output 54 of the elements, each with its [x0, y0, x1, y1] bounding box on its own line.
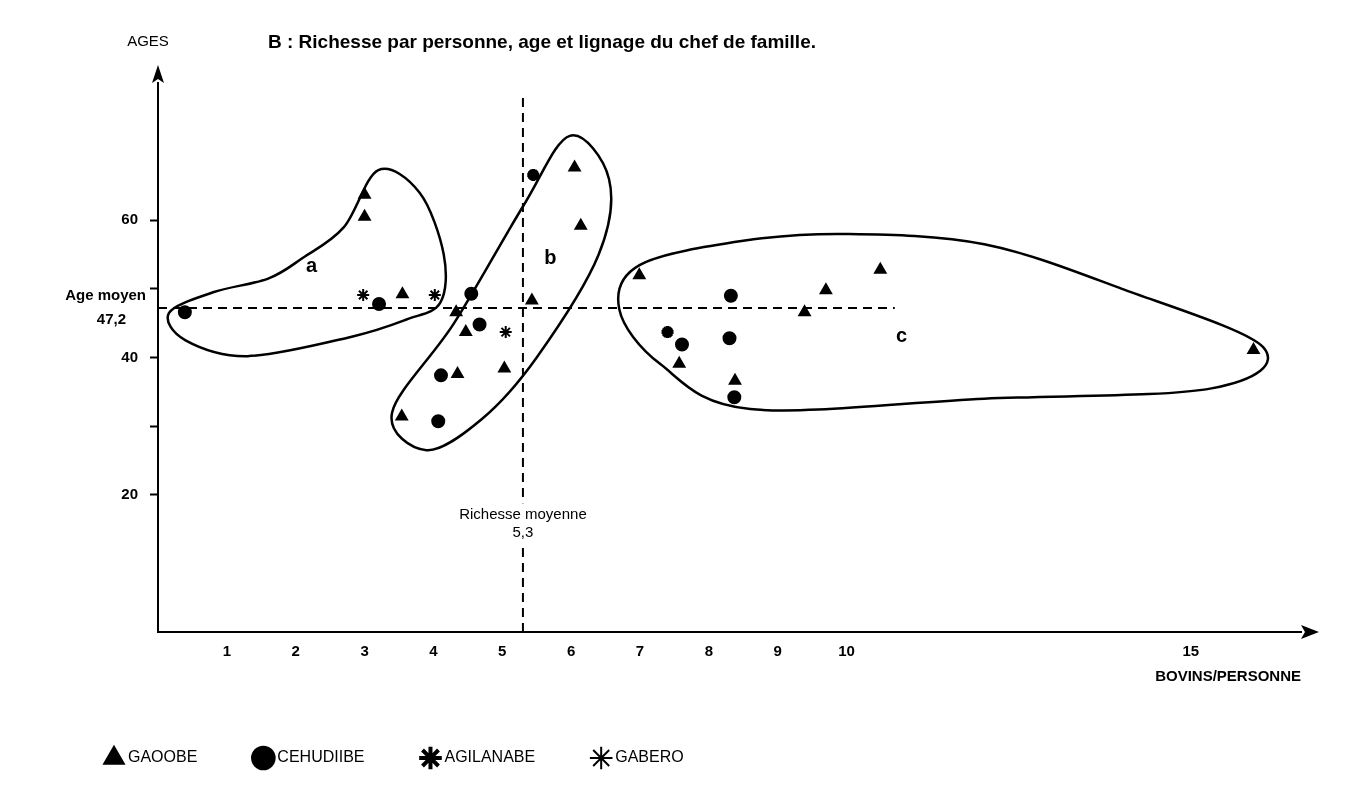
x-tick-label: 6	[566, 642, 576, 660]
point	[498, 325, 513, 340]
y-axis-title: AGES	[127, 31, 169, 49]
point	[395, 409, 408, 421]
x-tick-label: 8	[704, 642, 714, 660]
point	[372, 296, 387, 311]
point	[633, 268, 646, 280]
x-tick-label: 10	[838, 642, 855, 660]
y-tick-label: 40	[121, 347, 138, 365]
x-tick-label: 1	[222, 642, 232, 660]
annotation: c	[896, 324, 908, 347]
point	[472, 317, 487, 332]
point	[874, 262, 887, 274]
legend-label: GABERO	[615, 748, 684, 766]
y-tick-label: 20	[121, 484, 138, 502]
point	[727, 390, 742, 405]
y-tick-label: 60	[121, 210, 138, 228]
x-axis-title: BOVINS/PERSONNE	[1155, 667, 1301, 685]
point	[431, 414, 446, 429]
point	[574, 218, 587, 230]
legend-label: AGILANABE	[444, 748, 536, 766]
point	[525, 293, 539, 305]
point	[427, 288, 442, 303]
point	[673, 356, 686, 368]
x-tick-label: 4	[429, 642, 439, 660]
point	[568, 160, 581, 172]
point	[451, 366, 464, 378]
x-tick-label: 9	[773, 642, 782, 660]
point	[798, 305, 811, 317]
point	[674, 337, 689, 352]
x-tick-label: 3	[360, 642, 369, 660]
point	[459, 325, 472, 337]
point	[358, 209, 371, 221]
chart-title: B : Richesse par personne, age et lignage du chef de famille.	[268, 31, 816, 53]
point	[396, 287, 409, 299]
point	[728, 373, 742, 385]
annotation: b	[544, 245, 557, 268]
point	[722, 331, 737, 346]
point	[356, 288, 371, 303]
legend-label: CEHUDIIBE	[277, 748, 365, 766]
point	[723, 288, 738, 303]
annotation: a	[305, 254, 318, 277]
x-tick-label: 15	[1182, 642, 1200, 660]
x-tick-label: 5	[498, 642, 507, 660]
point	[177, 305, 192, 320]
legend-label: GAOOBE	[128, 748, 198, 766]
point	[498, 361, 511, 373]
x-tick-label: 7	[635, 642, 645, 660]
point	[434, 368, 448, 383]
ref-line-label: Richesse moyenne 5,3	[459, 505, 587, 541]
ref-line-label: Age moyen 47,2	[65, 286, 146, 328]
point	[819, 283, 833, 295]
x-tick-label: 2	[291, 642, 300, 660]
point	[1247, 342, 1260, 354]
